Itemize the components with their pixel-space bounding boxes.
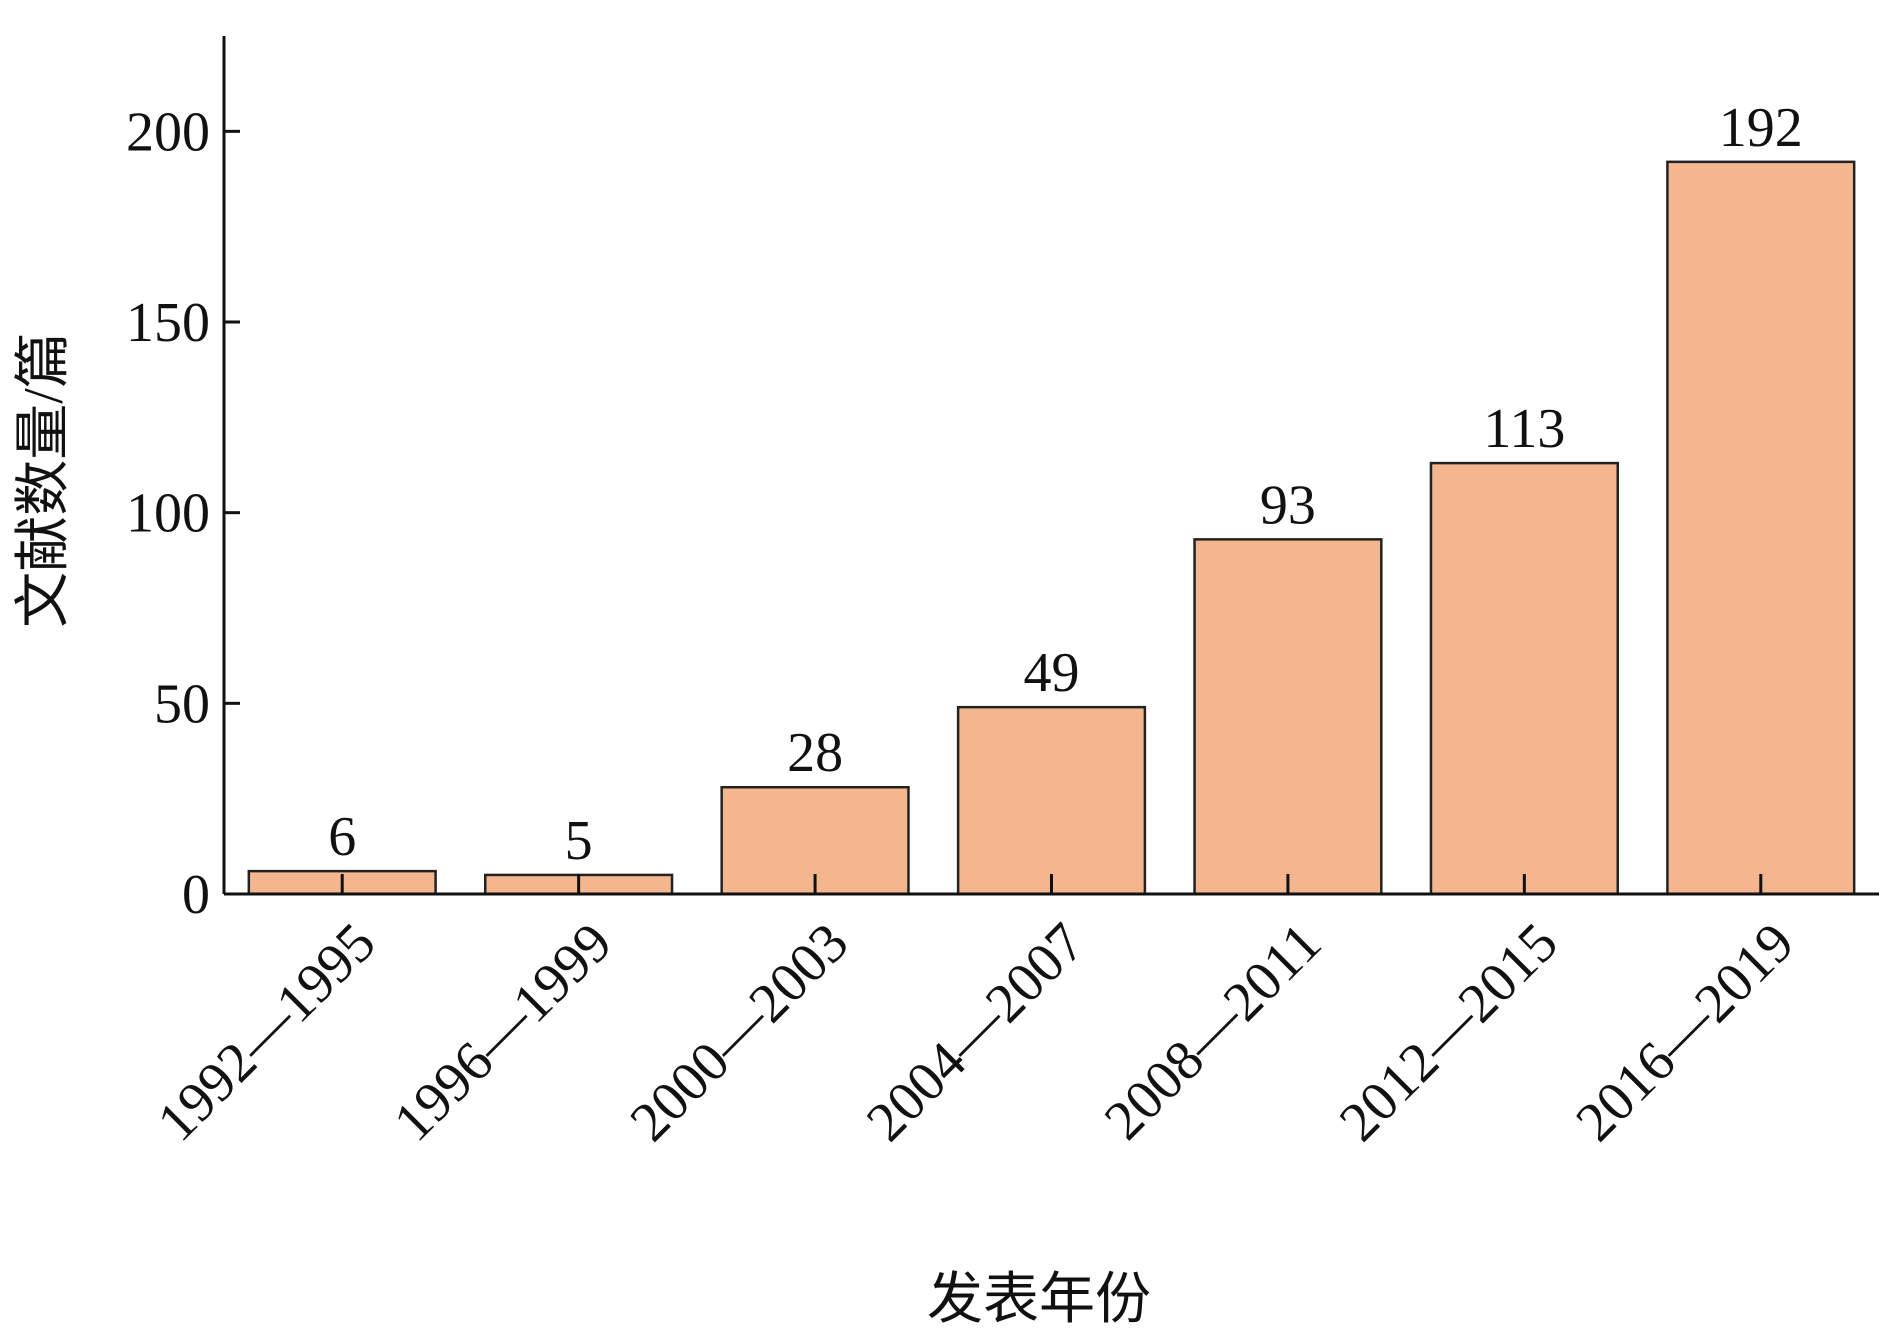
x-tick-label: 2000—2003 [619,911,861,1153]
y-axis-label: 文献数量/篇 [13,332,75,628]
value-label: 28 [787,722,843,784]
value-label: 6 [328,806,356,868]
value-label: 49 [1024,642,1080,704]
value-label: 113 [1483,398,1565,460]
bar [1666,160,1856,896]
y-tick-label: 50 [154,673,210,735]
value-label: 93 [1260,474,1316,536]
x-tick-label: 2008—2011 [1093,911,1333,1151]
value-label: 192 [1719,97,1803,159]
bar [1429,461,1619,896]
x-tick-label: 2004—2007 [855,911,1097,1153]
y-tick-label: 100 [126,483,210,545]
x-axis-label: 发表年份 [927,1269,1151,1331]
x-tick-label: 2016—2019 [1564,911,1806,1153]
bar [956,705,1147,896]
y-tick-label: 0 [182,864,210,926]
y-tick-label: 200 [126,101,210,163]
x-tick-label: 2012—2015 [1328,911,1570,1153]
x-tick-label: 1992—1995 [146,911,388,1153]
value-label: 5 [565,810,593,872]
bar [1193,538,1383,896]
x-tick-label: 1996—1999 [382,911,624,1153]
y-tick-label: 150 [126,292,210,354]
